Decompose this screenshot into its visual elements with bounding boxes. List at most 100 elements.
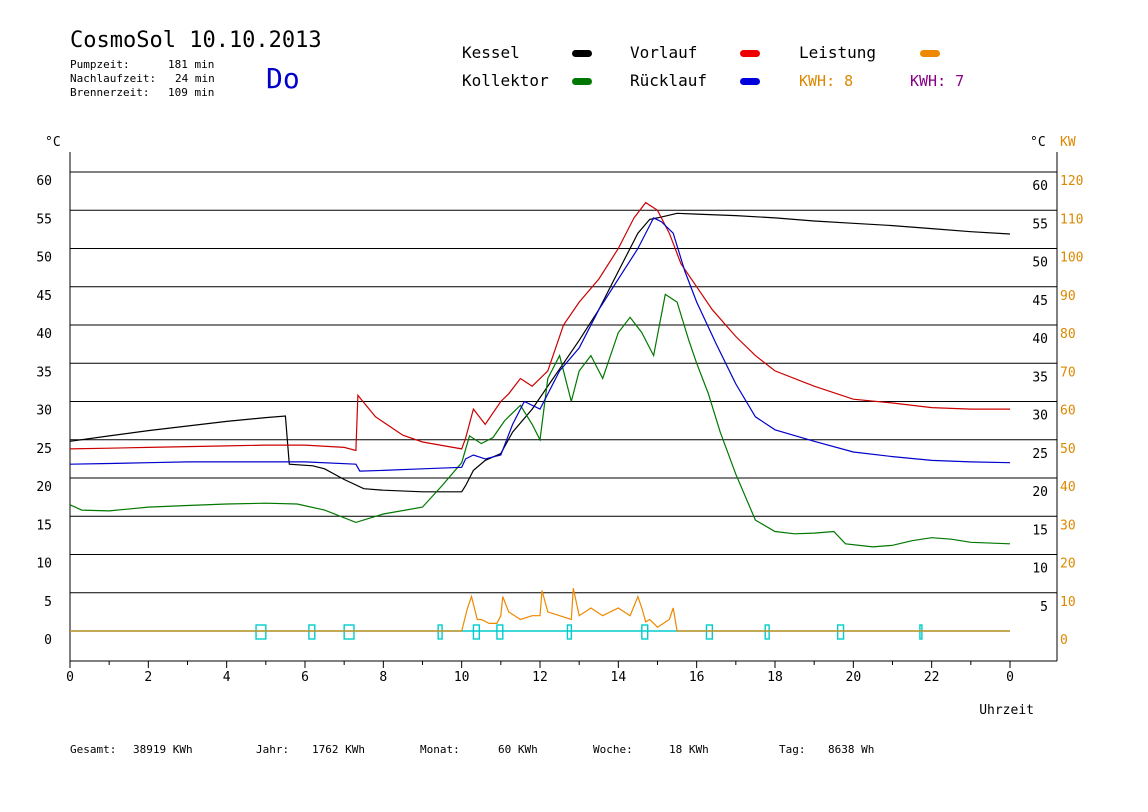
brennerzeit-label: Brennerzeit: [70,86,150,99]
y-tick-left: 25 [36,442,52,457]
y-tick-left: 40 [36,327,52,342]
kw-tick: 40 [1060,480,1076,495]
y-tick-right: 45 [1032,294,1048,309]
footer-woche-value: 18 KWh [669,743,709,756]
y-tick-left: 5 [44,595,52,610]
x-axis-label: Uhrzeit [979,703,1034,718]
pump-interval [764,624,770,640]
nachlaufzeit-label: Nachlaufzeit: [70,72,157,85]
series-kessel [69,212,1011,493]
pump-interval [496,624,504,640]
legend-kessel-label: Kessel [462,43,520,62]
kw-tick: 120 [1060,174,1083,189]
weekday-label: Do [266,62,300,95]
pumpzeit-value: 181 min [168,58,215,71]
kw-tick: 110 [1060,212,1083,227]
legend-leistung-swatch [920,50,940,57]
y-tick-right: 10 [1032,562,1048,577]
chart-grid [70,171,1057,594]
y-tick-left: 55 [36,212,52,227]
kw-tick: 100 [1060,251,1083,266]
kw-tick: 70 [1060,365,1076,380]
nachlaufzeit-value: 24 min [175,72,215,85]
pump-interval [255,624,267,640]
kw-tick: 30 [1060,518,1076,533]
kw-axis-label: KW [1060,135,1076,150]
kw-tick: 60 [1060,404,1076,419]
legend-kessel-swatch [572,50,592,57]
x-tick-label: 0 [66,670,74,685]
chart-tick-labels: 0510152025303540455055605101520253035404… [36,135,1083,718]
pump-interval [308,624,316,640]
x-tick-label: 2 [144,670,152,685]
x-tick-label: 10 [454,670,470,685]
x-tick-label: 16 [689,670,705,685]
brennerzeit-value: 109 min [168,86,215,99]
x-tick-label: 0 [1006,670,1014,685]
series-ruecklauf [69,217,1011,472]
footer-monat-value: 60 KWh [498,743,538,756]
chart-axes [69,152,1058,668]
chart-series [69,201,1011,640]
legend-leistung-label: Leistung [799,43,877,62]
pump-interval [437,624,443,640]
y-tick-left: 15 [36,518,52,533]
x-tick-label: 14 [611,670,627,685]
y-tick-right: 50 [1032,256,1048,271]
series-kollektor [69,293,1011,548]
y-tick-left: 35 [36,365,52,380]
kwh-orange-label: KWH: 8 [799,72,854,90]
y-tick-right: 25 [1032,447,1048,462]
footer-monat-label: Monat: [420,743,460,756]
legend-vorlauf-label: Vorlauf [630,43,698,62]
series-vorlauf [69,201,1010,452]
kw-tick: 50 [1060,442,1076,457]
x-tick-label: 4 [223,670,231,685]
x-tick-label: 18 [767,670,783,685]
legend-ruecklauf-label: Rücklauf [630,71,708,90]
kw-tick: 0 [1060,633,1068,648]
y-tick-left: 60 [36,174,52,189]
y-tick-right: 15 [1032,523,1048,538]
y-tick-left: 45 [36,289,52,304]
kw-tick: 10 [1060,595,1076,610]
x-tick-label: 12 [532,670,548,685]
pumpzeit-label: Pumpzeit: [70,58,130,71]
x-tick-label: 22 [924,670,940,685]
footer-jahr-value: 1762 KWh [312,743,365,756]
x-tick-label: 20 [846,670,862,685]
y-axis-label-right: °C [1030,135,1046,150]
footer-tag-label: Tag: [779,743,806,756]
y-tick-left: 10 [36,557,52,572]
pump-interval [641,624,649,640]
y-tick-right: 30 [1032,409,1048,424]
y-tick-right: 40 [1032,332,1048,347]
footer-tag-value: 8638 Wh [828,743,875,756]
y-tick-right: 20 [1032,485,1048,500]
footer-jahr-label: Jahr: [256,743,290,756]
footer-woche-label: Woche: [593,743,633,756]
pump-interval [705,624,714,640]
pump-interval [343,624,355,640]
chart-title: CosmoSol 10.10.2013 [70,28,322,53]
y-axis-label-left: °C [45,135,61,150]
kw-tick: 90 [1060,289,1076,304]
kwh-purple-label: KWH: 7 [910,72,965,90]
y-tick-right: 5 [1040,600,1048,615]
pump-interval [472,624,480,640]
y-tick-left: 50 [36,251,52,266]
x-tick-label: 6 [301,670,309,685]
legend-vorlauf-swatch [740,50,760,57]
legend-kollektor-label: Kollektor [462,71,549,90]
pump-interval [836,624,845,640]
legend-ruecklauf-swatch [740,78,760,85]
y-tick-left: 0 [44,633,52,648]
y-tick-right: 55 [1032,217,1048,232]
y-tick-right: 60 [1032,179,1048,194]
y-tick-right: 35 [1032,370,1048,385]
x-tick-label: 8 [379,670,387,685]
pump-interval [919,624,923,640]
kw-tick: 80 [1060,327,1076,342]
series-leistung [70,588,1010,632]
